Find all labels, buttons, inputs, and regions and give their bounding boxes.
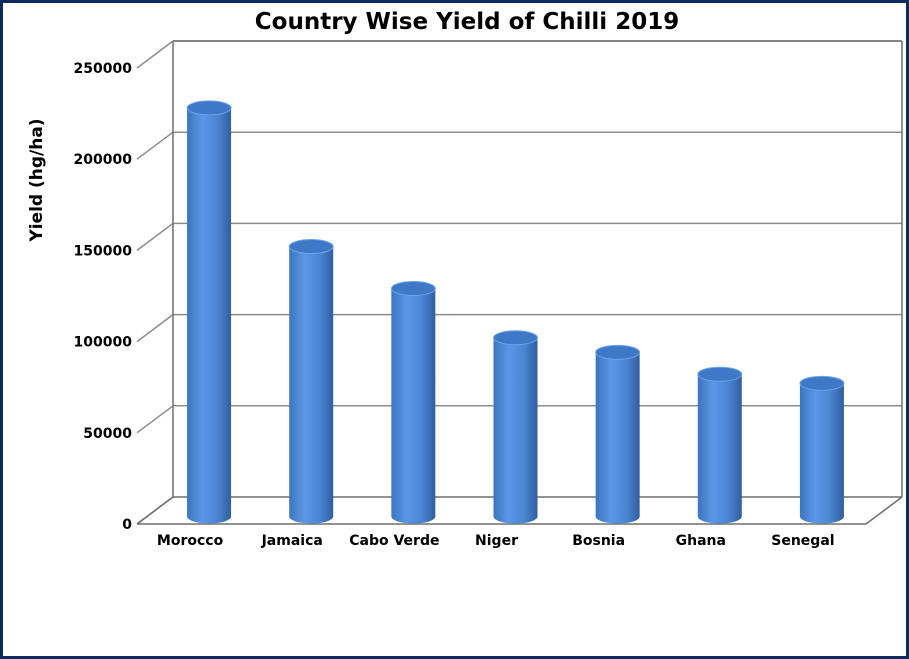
bars	[186, 100, 845, 524]
x-tick-label: Niger	[475, 533, 518, 549]
x-tick-label: Jamaica	[261, 533, 323, 549]
bar	[186, 100, 232, 524]
side-gridline	[136, 222, 174, 251]
bar-body	[289, 246, 334, 524]
bar-body	[391, 288, 436, 524]
bar	[493, 330, 538, 524]
y-tick-label: 200000	[74, 152, 133, 168]
y-tick-label: 50000	[83, 426, 132, 442]
floor-right-edge	[865, 496, 903, 525]
bar-top	[390, 281, 436, 296]
bar	[288, 239, 334, 524]
bar-body	[799, 383, 844, 524]
y-tick-label: 250000	[74, 61, 133, 77]
x-tick-label: Bosnia	[572, 533, 625, 549]
bar	[799, 375, 845, 524]
y-tick-label: 100000	[74, 335, 133, 351]
bar	[697, 366, 743, 524]
bar-body	[493, 337, 538, 524]
bar	[595, 344, 641, 524]
x-tick-label: Cabo Verde	[349, 533, 439, 549]
bar-top	[493, 330, 538, 346]
bar-top	[799, 375, 845, 391]
x-tick-label: Morocco	[157, 533, 224, 549]
side-gridline	[136, 405, 174, 434]
side-gridline	[136, 131, 174, 160]
bar-body	[697, 374, 742, 524]
y-tick-label: 150000	[74, 243, 133, 259]
bar-top	[288, 239, 334, 255]
bar-body	[595, 352, 640, 524]
x-tick-label: Senegal	[771, 533, 834, 549]
chart-title: Country Wise Yield of Chilli 2019	[255, 9, 679, 35]
side-gridline	[136, 40, 174, 69]
bar-body	[187, 107, 232, 524]
side-gridline	[136, 314, 174, 343]
bar	[390, 281, 436, 524]
floor-left-edge	[136, 496, 174, 525]
bar-top	[697, 366, 743, 382]
y-tick-label: 0	[122, 517, 132, 533]
bar-top	[186, 100, 232, 116]
x-tick-label: Ghana	[676, 533, 726, 549]
y-tick-labels: 0 50000 100000 150000 200000 250000	[74, 61, 133, 533]
x-tick-labels: Morocco Jamaica Cabo Verde Niger Bosnia Ghana…	[157, 533, 835, 549]
bar-top	[595, 344, 641, 360]
plot-walls	[136, 40, 903, 525]
y-axis-label: Yield (hg/ha)	[27, 118, 47, 242]
